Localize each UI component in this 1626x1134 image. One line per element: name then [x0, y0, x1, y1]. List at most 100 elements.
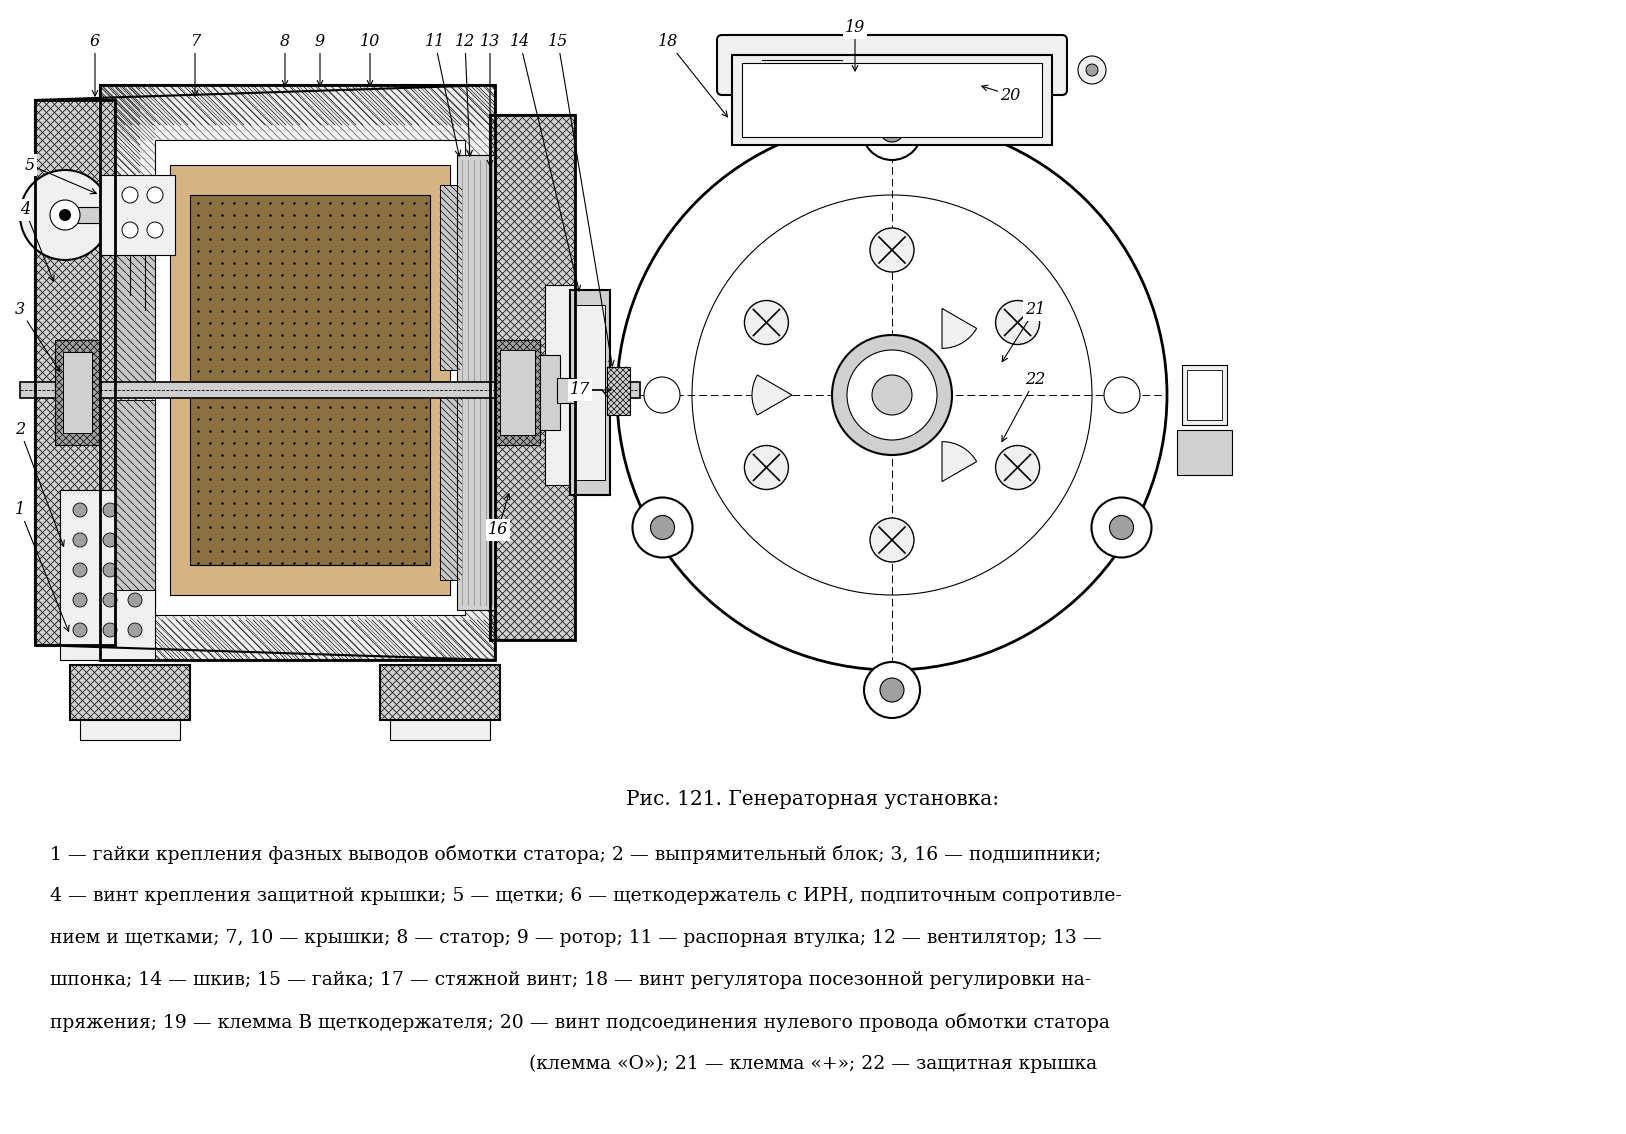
- Circle shape: [102, 503, 117, 517]
- Text: 3: 3: [15, 302, 24, 319]
- Bar: [63, 352, 93, 433]
- Text: 10: 10: [359, 34, 380, 51]
- Circle shape: [128, 623, 141, 637]
- Bar: [545, 285, 576, 485]
- Text: 18: 18: [659, 34, 678, 51]
- Bar: [115, 200, 154, 390]
- Circle shape: [880, 678, 904, 702]
- Text: 1: 1: [15, 501, 24, 518]
- Bar: [36, 100, 115, 645]
- FancyBboxPatch shape: [717, 35, 1067, 95]
- Bar: [606, 367, 629, 415]
- Bar: [190, 195, 429, 565]
- Circle shape: [872, 375, 912, 415]
- Text: 13: 13: [480, 34, 501, 51]
- Circle shape: [73, 623, 88, 637]
- Bar: [101, 85, 494, 139]
- Bar: [70, 665, 190, 720]
- Text: 7: 7: [190, 34, 200, 51]
- Bar: [489, 115, 576, 640]
- Circle shape: [102, 562, 117, 577]
- Bar: [101, 85, 494, 660]
- Circle shape: [128, 593, 141, 607]
- Circle shape: [847, 350, 937, 440]
- Circle shape: [880, 118, 904, 142]
- Bar: [55, 340, 101, 445]
- Circle shape: [1104, 376, 1140, 413]
- Text: 16: 16: [488, 522, 507, 539]
- Circle shape: [633, 498, 693, 558]
- Circle shape: [122, 187, 138, 203]
- Bar: [1182, 365, 1228, 425]
- Bar: [390, 720, 489, 741]
- Bar: [380, 665, 501, 720]
- Bar: [70, 665, 190, 720]
- Circle shape: [863, 662, 920, 718]
- Bar: [70, 665, 190, 720]
- Circle shape: [146, 187, 163, 203]
- Circle shape: [102, 593, 117, 607]
- Text: 15: 15: [548, 34, 567, 51]
- Bar: [101, 620, 494, 660]
- Bar: [457, 155, 494, 610]
- Bar: [1187, 370, 1223, 420]
- Text: (клемма «О»); 21 — клемма «+»; 22 — защитная крышка: (клемма «О»); 21 — клемма «+»; 22 — защи…: [528, 1055, 1098, 1073]
- Bar: [441, 395, 462, 579]
- Bar: [576, 305, 605, 480]
- Bar: [441, 185, 462, 370]
- Bar: [606, 367, 629, 415]
- Circle shape: [102, 533, 117, 547]
- Bar: [380, 665, 501, 720]
- Bar: [576, 320, 595, 465]
- Circle shape: [1091, 498, 1151, 558]
- Text: 19: 19: [846, 19, 865, 36]
- Circle shape: [650, 516, 675, 540]
- Bar: [75, 208, 135, 223]
- Circle shape: [20, 170, 111, 260]
- Text: 17: 17: [569, 381, 590, 398]
- Bar: [1177, 430, 1233, 475]
- Circle shape: [745, 301, 789, 345]
- Bar: [494, 340, 540, 445]
- Circle shape: [995, 446, 1039, 490]
- Bar: [571, 290, 610, 496]
- Bar: [489, 115, 576, 640]
- Bar: [558, 378, 576, 403]
- Bar: [101, 85, 140, 660]
- Text: 5: 5: [24, 156, 36, 174]
- Text: шпонка; 14 — шкив; 15 — гайка; 17 — стяжной винт; 18 — винт регулятора посезонно: шпонка; 14 — шкив; 15 — гайка; 17 — стяж…: [50, 971, 1091, 989]
- Text: нием и щетками; 7, 10 — крышки; 8 — статор; 9 — ротор; 11 — распорная втулка; 12: нием и щетками; 7, 10 — крышки; 8 — стат…: [50, 929, 1102, 947]
- Text: 1 — гайки крепления фазных выводов обмотки статора; 2 — выпрямительный блок; 3, : 1 — гайки крепления фазных выводов обмот…: [50, 845, 1101, 864]
- Text: 8: 8: [280, 34, 289, 51]
- Bar: [101, 85, 154, 660]
- Text: 4: 4: [20, 202, 29, 219]
- Circle shape: [693, 195, 1093, 595]
- Text: 22: 22: [1024, 372, 1046, 389]
- Circle shape: [616, 120, 1167, 670]
- Circle shape: [128, 533, 141, 547]
- Bar: [380, 665, 501, 720]
- Bar: [115, 400, 154, 590]
- Wedge shape: [941, 308, 977, 348]
- Text: 6: 6: [89, 34, 101, 51]
- Bar: [489, 115, 576, 640]
- Bar: [115, 200, 154, 390]
- Circle shape: [128, 503, 141, 517]
- Circle shape: [870, 518, 914, 562]
- Bar: [101, 606, 494, 660]
- Bar: [80, 720, 180, 741]
- Bar: [36, 100, 115, 645]
- Bar: [494, 340, 540, 445]
- Bar: [441, 185, 462, 370]
- Text: 9: 9: [315, 34, 325, 51]
- Bar: [154, 139, 465, 615]
- Text: 2: 2: [15, 422, 24, 439]
- Text: Рис. 121. Генераторная установка:: Рис. 121. Генераторная установка:: [626, 790, 1000, 809]
- Circle shape: [1109, 516, 1133, 540]
- Circle shape: [73, 562, 88, 577]
- Bar: [36, 100, 115, 645]
- Circle shape: [644, 376, 680, 413]
- Circle shape: [102, 623, 117, 637]
- Circle shape: [122, 222, 138, 238]
- Bar: [101, 175, 176, 255]
